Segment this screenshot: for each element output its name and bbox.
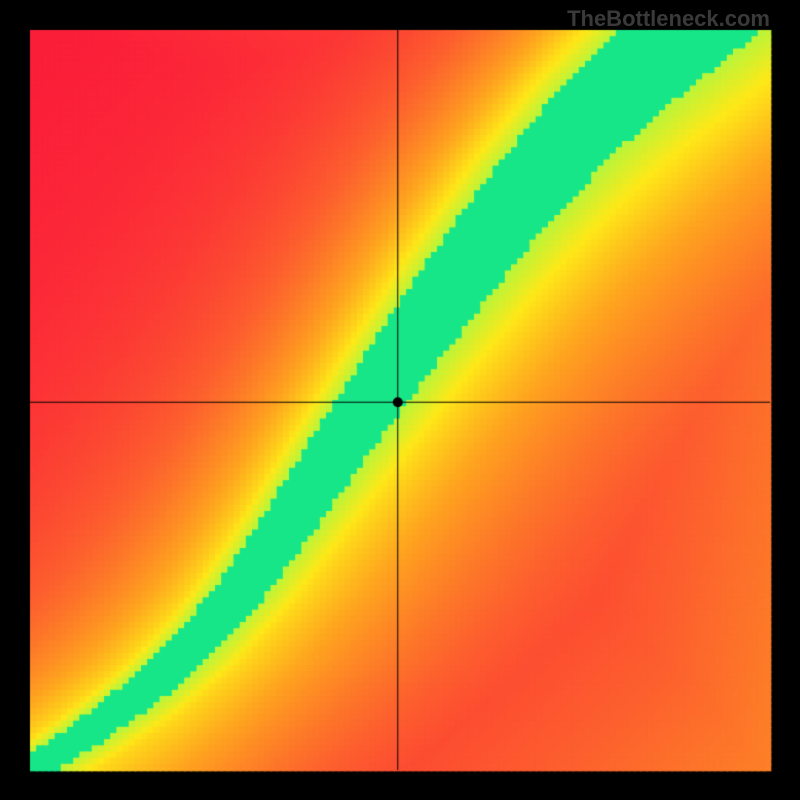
- bottleneck-heatmap: [0, 0, 800, 800]
- chart-container: TheBottleneck.com: [0, 0, 800, 800]
- watermark-text: TheBottleneck.com: [567, 6, 770, 32]
